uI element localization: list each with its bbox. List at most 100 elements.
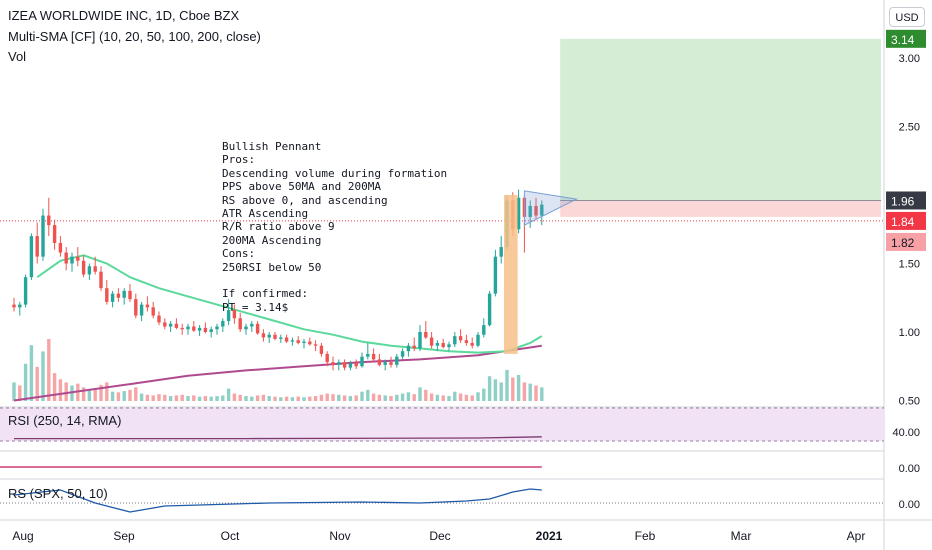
volume-bar: [354, 395, 358, 401]
candle-body: [151, 307, 155, 316]
indicator-panes: [0, 407, 884, 513]
candle-body: [308, 341, 312, 345]
volume-bar: [412, 394, 416, 401]
indicator-vol-label[interactable]: Vol: [8, 49, 27, 64]
candle-body: [192, 326, 196, 331]
annotation-line: 250RSI below 50: [222, 260, 322, 274]
candle-body: [371, 353, 376, 360]
volume-bar: [151, 395, 155, 401]
volume-bar: [534, 385, 538, 401]
pennant-triangle: [523, 190, 579, 226]
pennant-drawing: [504, 190, 579, 354]
candle-body: [458, 336, 463, 341]
candle-body: [58, 242, 63, 253]
candle-body: [273, 334, 277, 339]
candle-body: [389, 362, 393, 365]
price-tick-label: 3.00: [899, 53, 920, 65]
volume-bar: [366, 389, 370, 401]
candle-body: [93, 266, 97, 272]
volume-bar: [168, 396, 173, 401]
volume-bar: [23, 363, 28, 401]
indicator-sma-label[interactable]: Multi-SMA [CF] (10, 20, 50, 100, 200, cl…: [8, 29, 261, 44]
volume-bar: [81, 387, 86, 401]
volume-bar: [441, 395, 445, 401]
candle-body: [429, 337, 434, 346]
price-tick-label: 2.50: [899, 122, 920, 134]
price-tag-label: 1.96: [891, 194, 915, 208]
price-axis: 3.00 2.50 1.50 1.00 0.50 3.14 1.96 1.84 1.82 40.0…: [886, 29, 926, 511]
volume-bar: [447, 396, 451, 401]
candle-body: [174, 323, 179, 328]
volume-bar: [163, 394, 167, 401]
symbol-title[interactable]: IZEA WORLDWIDE INC, 1D, Cboe BZX: [8, 8, 240, 23]
candle-body: [12, 304, 16, 308]
candle-body: [453, 336, 457, 345]
volume-bar: [18, 385, 22, 401]
candle-body: [482, 325, 486, 335]
candle-body: [99, 271, 103, 289]
volume-bar: [464, 394, 469, 401]
annotation-line: ATR Ascending: [222, 206, 309, 220]
volume-bar: [476, 392, 480, 401]
candle-body: [412, 345, 416, 349]
candle-body: [134, 299, 138, 316]
candle-body: [279, 337, 283, 339]
volume-bar: [215, 396, 219, 401]
annotation-line: RS above 0, and ascending: [222, 193, 388, 207]
volume-bar: [453, 391, 457, 401]
currency-button[interactable]: USD: [889, 7, 925, 27]
volume-bar: [273, 396, 277, 401]
price-tag-label: 1.84: [891, 215, 915, 229]
annotation-line: [222, 274, 447, 287]
volume-bar: [47, 339, 51, 401]
candle-body: [116, 293, 121, 298]
volume-bar: [180, 394, 184, 401]
candle-body: [354, 363, 358, 367]
time-tick-label: Oct: [221, 529, 240, 543]
candle-body: [157, 315, 161, 323]
volume-bar: [64, 382, 68, 401]
price-tag: [886, 232, 926, 251]
time-tick-label: Dec: [429, 529, 450, 543]
volume-bar: [383, 395, 387, 401]
candle-body: [139, 304, 144, 316]
candle-body: [168, 323, 173, 327]
time-tick-label: Aug: [12, 529, 33, 543]
volume-bar: [12, 382, 16, 401]
volume-bar: [87, 389, 92, 401]
candle-body: [470, 342, 474, 346]
volume-bar: [302, 397, 306, 401]
rsi-pane-label[interactable]: RSI (250, 14, RMA): [8, 413, 122, 428]
candle-body: [87, 266, 92, 275]
rsi-line: [14, 436, 542, 440]
price-tag: [886, 29, 926, 48]
candle-body: [221, 321, 225, 327]
volume-bar: [58, 379, 63, 401]
volume-bar: [99, 384, 103, 401]
volume-bar: [313, 396, 318, 401]
rs-pane-label[interactable]: RS (SPX, 50, 10): [8, 486, 108, 501]
candle-body: [383, 362, 387, 365]
volume-bar: [238, 394, 242, 401]
price-tag-label: 1.82: [891, 236, 915, 250]
candle-body: [128, 290, 132, 300]
volume-bar: [52, 373, 57, 401]
volume-bar: [528, 383, 532, 401]
candle-body: [209, 329, 213, 332]
annotation-line: Descending volume during formation: [222, 166, 448, 180]
volume-bar: [296, 396, 300, 401]
volume-bar: [522, 382, 527, 401]
pane-tick-label: 0.00: [899, 463, 920, 475]
target-zone: [560, 38, 881, 201]
volume-bar: [157, 394, 161, 401]
volume-bar: [110, 391, 115, 401]
candle-body: [180, 327, 184, 330]
pane-tick-label: 0.00: [899, 499, 920, 511]
volume-bar: [29, 345, 34, 401]
candle-body: [534, 205, 538, 216]
volume-bar: [487, 376, 492, 401]
volume-bar: [197, 396, 202, 401]
volume-bar: [516, 374, 521, 401]
volume-bar: [424, 389, 428, 401]
